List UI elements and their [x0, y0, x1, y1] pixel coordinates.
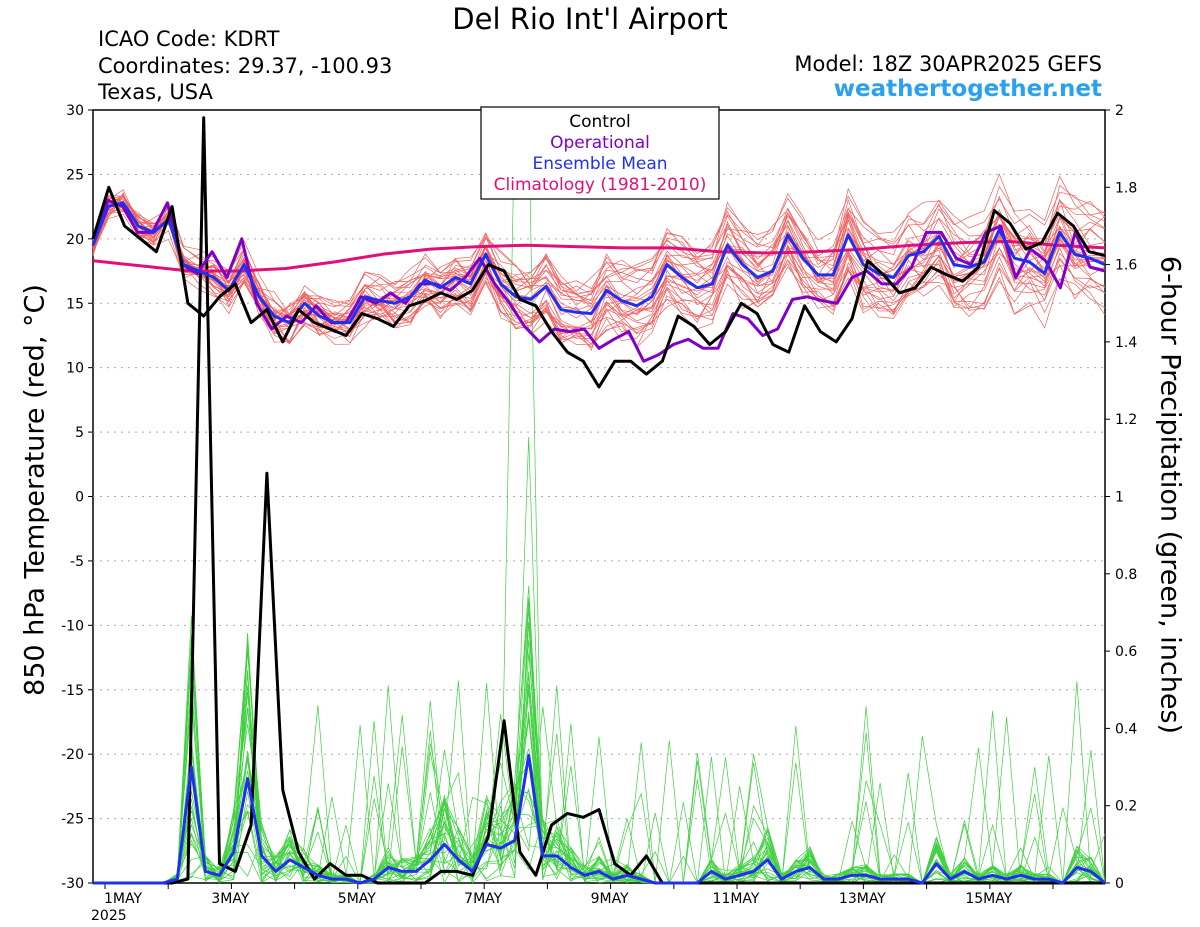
ensemble-mean-precip-line [93, 754, 1106, 885]
chart-title: Del Rio Int'l Airport [452, 2, 728, 36]
ensemble-mean-temperature-line [91, 201, 1106, 325]
temp-member-line [92, 200, 1106, 326]
x-tick-label: 3MAY [211, 891, 249, 907]
temp-member-line [92, 205, 1106, 335]
legend-entry: Operational [550, 133, 650, 153]
precip-member-line [93, 638, 1106, 884]
y-tick-label: -15 [61, 683, 84, 699]
precip-member-line [93, 585, 1106, 884]
legend-box [480, 106, 720, 200]
legend-entry: Climatology (1981-2010) [494, 175, 707, 195]
control-precip-line [93, 116, 1105, 885]
precip-member-line [93, 646, 1106, 884]
y2-tick-label: 1 [1115, 490, 1124, 506]
brand-link[interactable]: weathertogether.net [833, 76, 1102, 102]
x-tick-label: 1MAY [104, 891, 142, 907]
y-tick-label: -30 [61, 876, 84, 892]
x-tick-label: 11MAY [713, 891, 760, 907]
legend-entry: Ensemble Mean [532, 154, 667, 174]
precip-member-line [93, 117, 1106, 884]
y-tick-label: -10 [61, 618, 84, 634]
y2-tick-label: 0.4 [1115, 721, 1137, 737]
y2-tick-label: 2 [1115, 103, 1124, 119]
coordinates: Coordinates: 29.37, -100.93 [98, 54, 393, 78]
y-tick-label: -25 [61, 812, 84, 828]
climatology-temperature-line [92, 239, 1106, 273]
y2-tick-label: 1.8 [1115, 180, 1137, 196]
control-temperature-line [91, 185, 1106, 389]
x-tick-year: 2025 [91, 908, 127, 924]
y2-tick-label: 1.6 [1115, 258, 1137, 274]
y-tick-label: 25 [66, 167, 84, 183]
precip-member-line [93, 691, 1106, 884]
ensemble-members [92, 117, 1106, 884]
x-tick-label: 13MAY [839, 891, 886, 907]
y2-tick-label: 1.4 [1115, 335, 1137, 351]
x-tick-label: 5MAY [338, 891, 376, 907]
y-tick-label: 5 [75, 425, 84, 441]
y-tick-label: -20 [61, 747, 84, 763]
model-run: Model: 18Z 30APR2025 GEFS [794, 52, 1102, 76]
x-tick-label: 9MAY [591, 891, 629, 907]
y-tick-label: 10 [66, 361, 84, 377]
x-tick-label: 7MAY [464, 891, 502, 907]
operational-temperature-line [91, 198, 1106, 363]
y2-tick-label: 0.8 [1115, 567, 1137, 583]
legend-entry: Control [569, 112, 630, 132]
precip-member-line [93, 675, 1106, 884]
y2-tick-label: 0 [1115, 876, 1124, 892]
y2-tick-label: 0.2 [1115, 799, 1137, 815]
location: Texas, USA [98, 80, 213, 104]
precip-member-line [93, 622, 1106, 884]
temp-member-line [92, 203, 1106, 333]
icao-code: ICAO Code: KDRT [98, 27, 280, 51]
y-tick-label: 15 [66, 296, 84, 312]
y2-tick-label: 1.2 [1115, 412, 1137, 428]
y-tick-label: -5 [70, 554, 84, 570]
y2-tick-label: 0.6 [1115, 644, 1137, 660]
y-tick-label: 30 [66, 103, 84, 119]
x-tick-label: 15MAY [965, 891, 1012, 907]
y-tick-label: 20 [66, 232, 84, 248]
y-tick-label: 0 [75, 490, 84, 506]
